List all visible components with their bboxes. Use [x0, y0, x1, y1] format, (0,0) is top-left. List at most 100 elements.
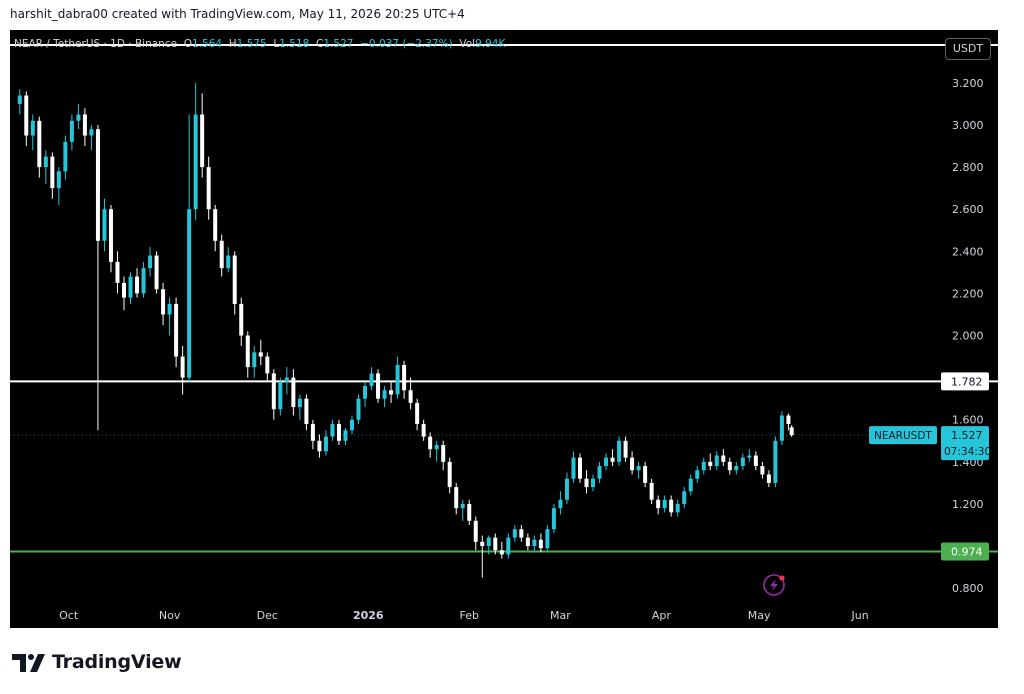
- candle-body: [121, 282, 126, 298]
- candle-45: [310, 419, 315, 450]
- candle-body: [161, 289, 166, 315]
- candle-body: [56, 171, 61, 189]
- candle-body: [284, 377, 289, 382]
- candle-body: [336, 423, 341, 441]
- ohlc-legend: NEAR / TetherUS · 1D · Binance O1.564 H1…: [14, 38, 505, 50]
- candle-59: [402, 360, 407, 399]
- candle-body: [779, 415, 784, 441]
- candle-body: [135, 276, 140, 294]
- candle-body: [395, 365, 400, 395]
- candle-6: [56, 167, 61, 205]
- time-tick-3: 2026: [353, 609, 384, 622]
- time-tick-7: May: [748, 609, 771, 622]
- candle-body: [30, 120, 35, 136]
- candle-53: [363, 381, 368, 408]
- legend-symbol: NEAR / TetherUS · 1D · Binance: [14, 38, 178, 50]
- candle-body: [402, 365, 407, 391]
- candle-79: [532, 535, 537, 553]
- legend-volume-label: Vol: [459, 38, 476, 50]
- candle-body: [356, 398, 361, 420]
- candle-body: [708, 461, 713, 467]
- tradingview-logo-icon: [12, 654, 45, 672]
- candle-body: [206, 167, 211, 210]
- candle-66: [447, 457, 452, 494]
- candle-19: [141, 261, 146, 298]
- candle-77: [519, 525, 524, 542]
- candle-body: [623, 440, 628, 458]
- candle-body: [252, 352, 257, 368]
- candlestick-chart[interactable]: 0.8001.2001.4001.6002.0002.2002.4002.600…: [10, 30, 998, 628]
- candle-55: [376, 369, 381, 403]
- candle-109: [727, 457, 732, 475]
- candle-117: [779, 411, 784, 445]
- candle-27: [193, 82, 198, 220]
- price-tags: 1.782 0.974 NEARUSDT 1.527 07:34:30: [869, 372, 991, 561]
- candle-body: [721, 455, 726, 462]
- price-tag-price: 1.527: [951, 429, 983, 442]
- candle-105: [701, 457, 706, 475]
- candle-body: [617, 440, 622, 462]
- candle-8: [69, 114, 74, 151]
- candle-116: [773, 436, 778, 488]
- candle-30: [213, 205, 218, 252]
- legend-high: 1.575: [236, 38, 267, 50]
- candle-41: [284, 367, 289, 395]
- candle-body: [389, 390, 394, 395]
- candle-body: [95, 129, 100, 241]
- candle-58: [395, 356, 400, 399]
- candle-body: [545, 529, 550, 549]
- candle-71: [480, 535, 485, 578]
- candle-body: [343, 430, 348, 441]
- chart-panel[interactable]: NEAR / TetherUS · 1D · Binance O1.564 H1…: [10, 30, 998, 628]
- candle-15: [115, 251, 120, 294]
- candle-body: [82, 114, 87, 136]
- candle-26: [187, 114, 192, 382]
- price-tick-7: 2.600: [952, 203, 984, 216]
- candle-body: [167, 303, 172, 315]
- brand-name: TradingView: [52, 651, 182, 673]
- candle-81: [545, 525, 550, 551]
- time-tick-6: Apr: [652, 609, 672, 622]
- candle-2: [30, 114, 35, 151]
- lightning-icon[interactable]: [763, 574, 785, 596]
- candles: [17, 82, 794, 578]
- candle-body: [525, 537, 530, 547]
- candle-body: [766, 474, 771, 483]
- candle-body: [89, 129, 94, 136]
- candle-body: [421, 423, 426, 437]
- candle-32: [226, 247, 231, 273]
- tradingview-logo[interactable]: TradingView: [12, 650, 182, 674]
- candle-42: [291, 369, 296, 416]
- candle-body: [349, 419, 354, 431]
- candle-body: [408, 390, 413, 403]
- candle-body: [714, 455, 719, 467]
- candle-body: [376, 373, 381, 399]
- price-tick-9: 3.000: [952, 119, 984, 132]
- candle-body: [669, 499, 674, 513]
- candle-113: [753, 451, 758, 471]
- candle-37: [258, 339, 263, 365]
- legend-low-label: L: [273, 38, 280, 50]
- candle-75: [506, 533, 511, 559]
- candle-body: [141, 268, 146, 294]
- candle-body: [532, 539, 537, 547]
- candle-11: [89, 125, 94, 151]
- candle-body: [291, 377, 296, 408]
- price-tick-3: 1.600: [952, 414, 984, 427]
- candle-91: [610, 449, 615, 467]
- candle-67: [454, 482, 459, 515]
- candle-88: [591, 474, 596, 492]
- candle-body: [76, 114, 81, 121]
- candle-body: [297, 398, 302, 408]
- candle-104: [695, 466, 700, 483]
- candle-body: [317, 440, 322, 452]
- candle-body: [688, 478, 693, 492]
- candle-62: [421, 419, 426, 441]
- candle-24: [174, 297, 179, 368]
- candle-body: [330, 423, 335, 437]
- currency-button[interactable]: USDT: [945, 38, 991, 60]
- time-tick-5: Mar: [550, 609, 571, 622]
- candle-112: [747, 449, 752, 462]
- candle-107: [714, 451, 719, 471]
- candle-90: [604, 453, 609, 471]
